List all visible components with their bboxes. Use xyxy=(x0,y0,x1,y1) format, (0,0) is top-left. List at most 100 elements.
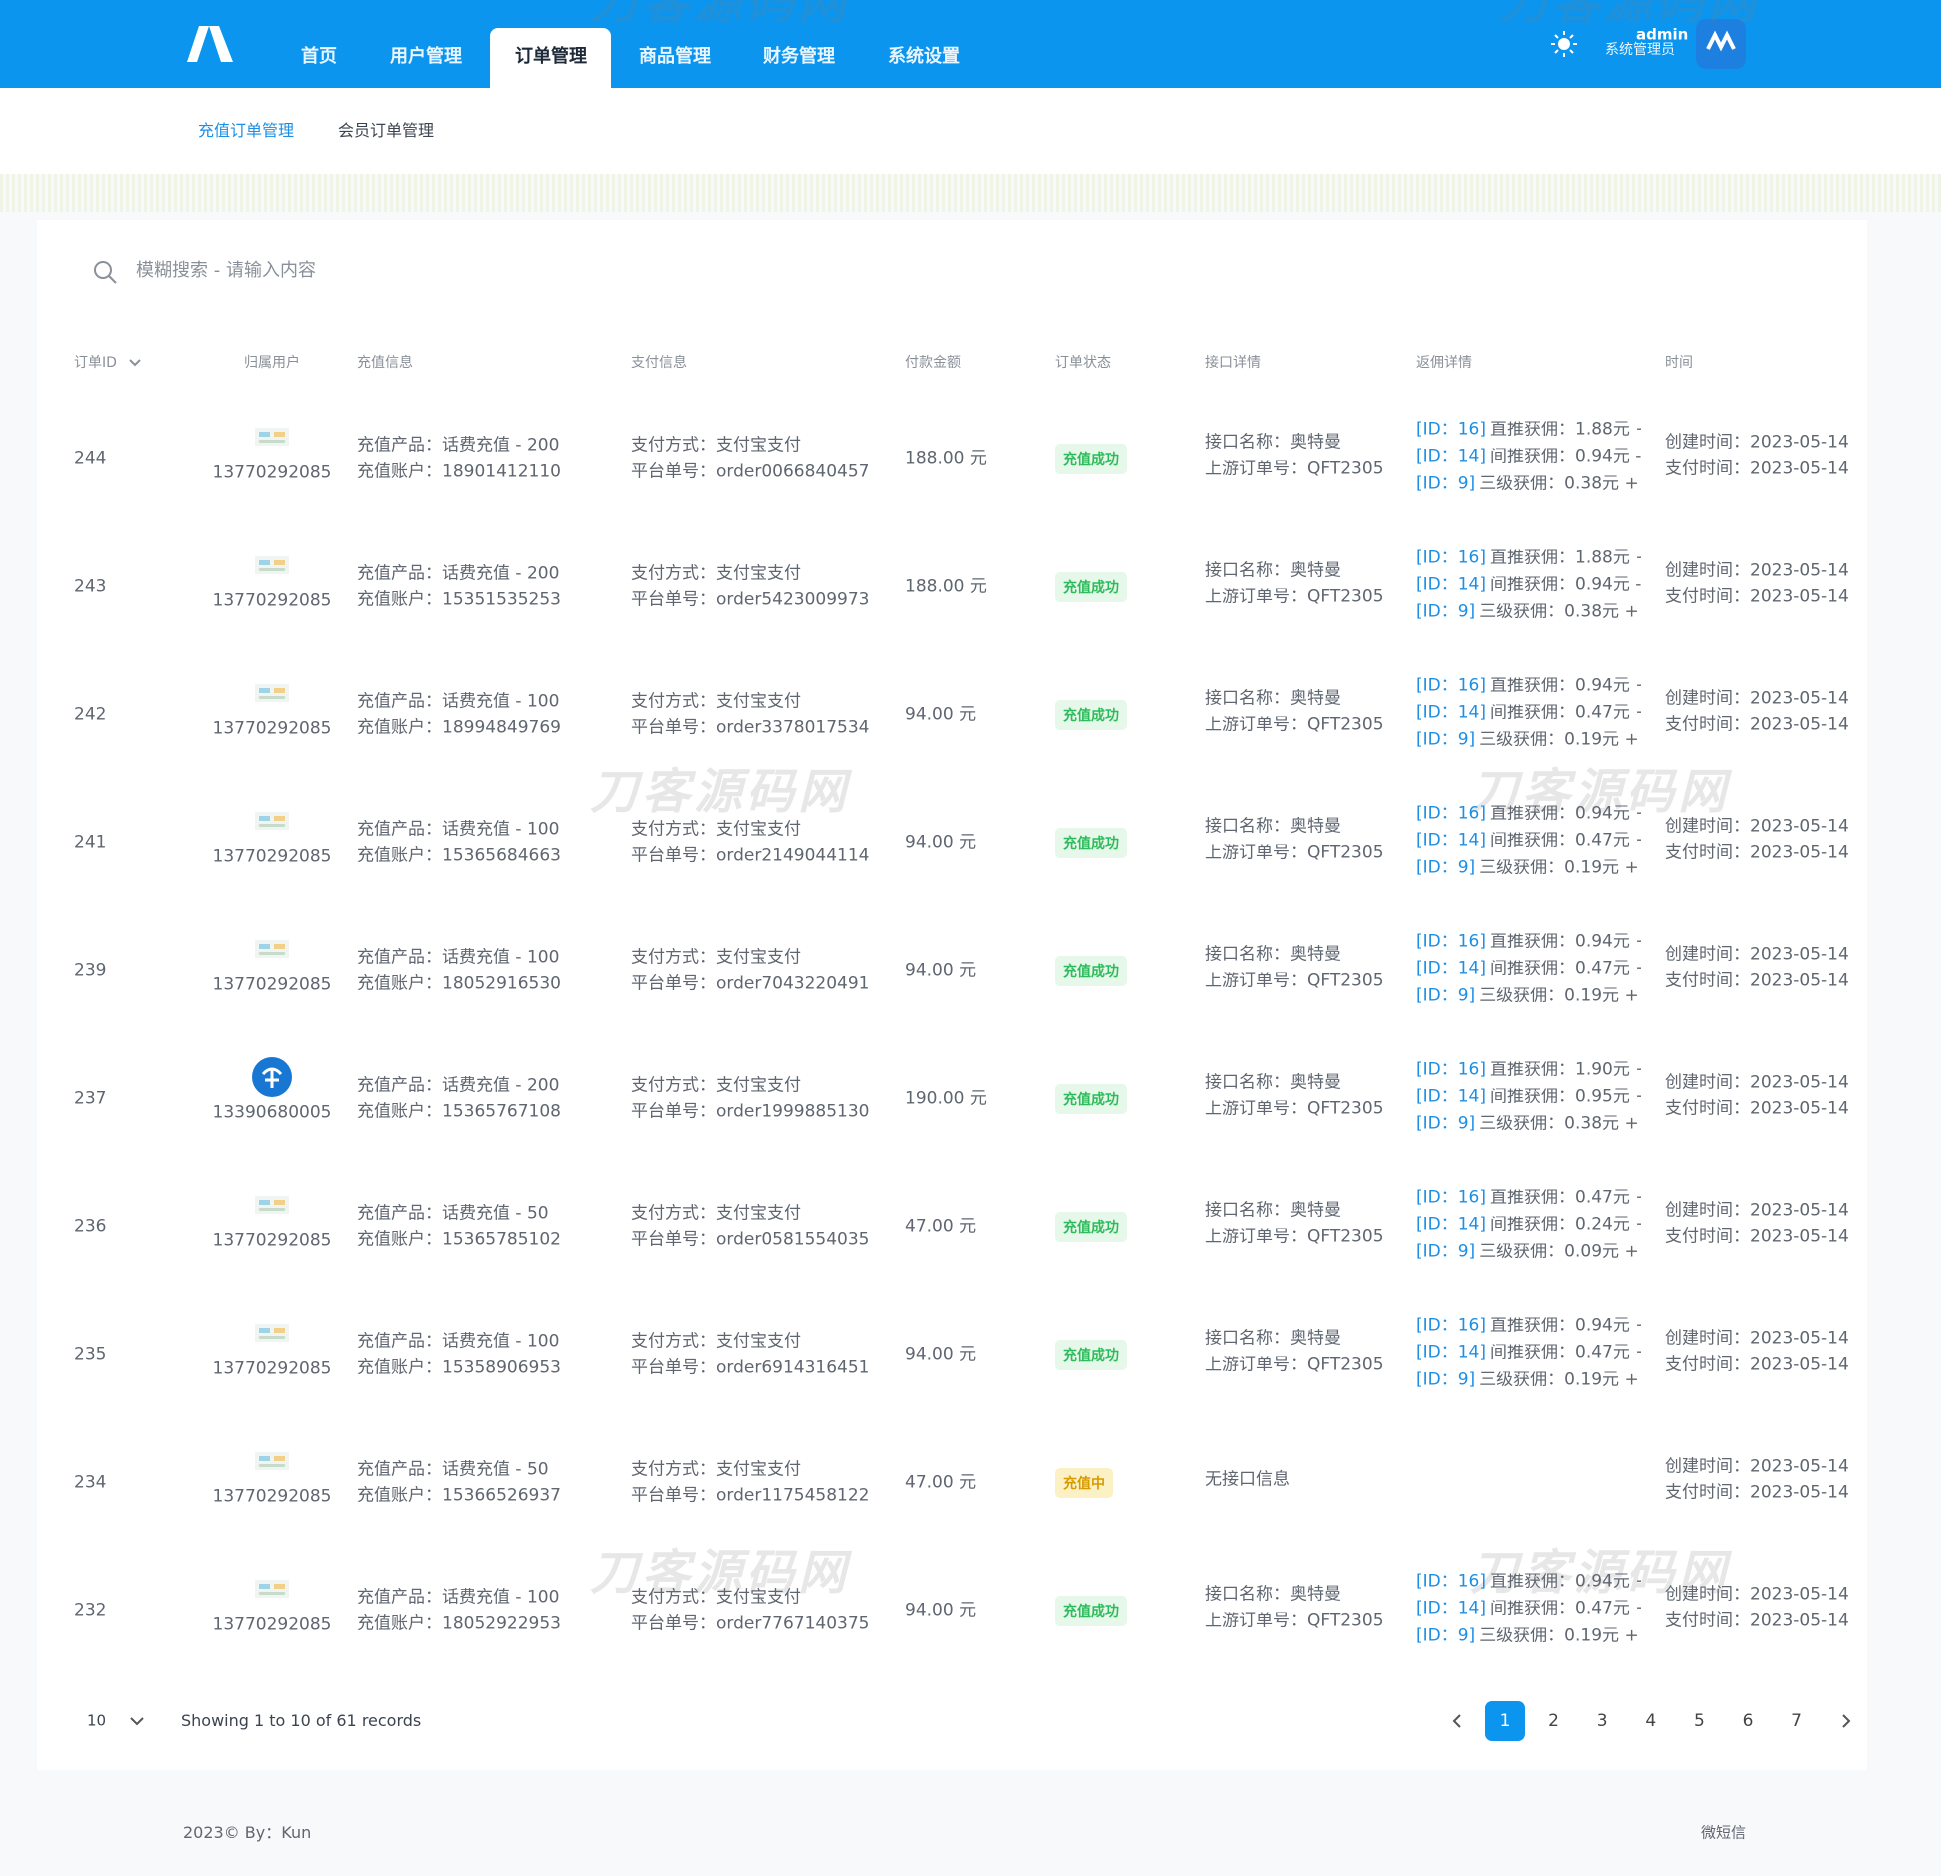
order-no: 平台单号：order7767140375 xyxy=(631,1615,870,1633)
created-time-part: 创建时间： xyxy=(1665,1072,1750,1093)
created-time: 创建时间：2023-05-14 xyxy=(1665,1202,1849,1220)
order-no-part: order6914316451 xyxy=(716,1357,870,1378)
page-button[interactable]: 6 xyxy=(1742,1711,1754,1731)
nav-item[interactable]: 用户管理 xyxy=(390,46,462,67)
subnav-item[interactable]: 会员订单管理 xyxy=(338,121,435,140)
order-no-part: 平台单号： xyxy=(631,1229,716,1250)
created-time: 创建时间：2023-05-14 xyxy=(1665,434,1849,452)
order-no: 平台单号：order2149044114 xyxy=(631,847,870,865)
paid-time-part: 支付时间： xyxy=(1665,842,1750,863)
account: 充值账户：15365684663 xyxy=(357,847,561,865)
created-time: 创建时间：2023-05-14 xyxy=(1665,946,1849,964)
pay-method-part: 支付宝支付 xyxy=(716,1459,801,1480)
api-name-part: 接口名称： xyxy=(1205,688,1290,709)
nav-item[interactable]: 系统设置 xyxy=(888,46,960,67)
pay-method: 支付方式：支付宝支付 xyxy=(631,1205,801,1223)
page-button[interactable]: 2 xyxy=(1548,1711,1559,1731)
product: 充值产品：话费充值 - 50 xyxy=(357,1461,549,1479)
search-input[interactable]: 模糊搜索 - 请输入内容 xyxy=(136,260,316,281)
page-button[interactable]: 1 xyxy=(1485,1701,1525,1741)
avatar[interactable] xyxy=(1696,19,1746,69)
theme-toggle[interactable] xyxy=(1550,30,1578,58)
commission-text: 直推获佣：1.90元 + xyxy=(1490,1061,1641,1079)
commission: [ID：9] 三级获佣：0.09元 + xyxy=(1416,1244,1639,1261)
product-part: 话费充值 - 100 xyxy=(442,1331,560,1352)
commission-id: [ID：14] xyxy=(1416,1216,1487,1234)
column-header[interactable]: 订单ID xyxy=(74,355,117,371)
commission: [ID：14] 间推获佣：0.47元 + xyxy=(1416,1601,1641,1618)
api-name-part: 接口名称： xyxy=(1205,1584,1290,1605)
product-part: 充值产品： xyxy=(357,947,442,968)
account: 充值账户：15358906953 xyxy=(357,1359,561,1377)
api-name-part: 接口名称： xyxy=(1205,1200,1290,1221)
commission: [ID：9] 三级获佣：0.19元 + xyxy=(1416,732,1639,749)
paid-time: 支付时间：2023-05-14 xyxy=(1665,1610,1849,1631)
user-avatar xyxy=(255,1452,289,1470)
commission: [ID：16] 直推获佣：0.47元 + xyxy=(1416,1190,1641,1207)
api-name: 接口名称：奥特曼 xyxy=(1205,944,1341,965)
account-part: 充值账户： xyxy=(357,1613,442,1634)
page-button[interactable]: 5 xyxy=(1693,1711,1705,1731)
nav-item[interactable]: 商品管理 xyxy=(639,46,711,67)
commission-id: [ID：14] xyxy=(1416,960,1487,978)
pay-method-part: 支付方式： xyxy=(631,691,716,712)
prev-page[interactable] xyxy=(1450,1713,1464,1729)
commission-id: [ID：16] xyxy=(1416,549,1487,567)
order-no-part: order5423009973 xyxy=(716,589,870,610)
account-part: 充值账户： xyxy=(357,461,442,482)
status-badge: 充值成功 xyxy=(1055,444,1127,474)
created-time-part: 2023-05-14 xyxy=(1750,1584,1849,1605)
next-page[interactable] xyxy=(1839,1713,1853,1729)
pay-method-part: 支付宝支付 xyxy=(716,819,801,840)
order-id: 235 xyxy=(74,1344,107,1365)
account-part: 18901412110 xyxy=(442,461,561,482)
status-badge: 充值成功 xyxy=(1055,828,1127,858)
commission: [ID：16] 直推获佣：0.94元 + xyxy=(1416,678,1641,695)
page-button[interactable]: 4 xyxy=(1645,1711,1657,1731)
page-button[interactable]: 3 xyxy=(1596,1711,1608,1731)
account-part: 15351535253 xyxy=(442,589,561,610)
paid-time-part: 2023-05-14 xyxy=(1750,1482,1849,1503)
created-time: 创建时间：2023-05-14 xyxy=(1665,690,1849,708)
status-badge: 充值成功 xyxy=(1055,1596,1127,1626)
commission-id: [ID：14] xyxy=(1416,704,1487,722)
subnav-item[interactable]: 充值订单管理 xyxy=(198,121,295,140)
api-name: 接口名称：奥特曼 xyxy=(1205,688,1341,709)
footer-link[interactable]: 微短信 xyxy=(1701,1823,1747,1842)
paid-time: 支付时间：2023-05-14 xyxy=(1665,460,1849,478)
page-button[interactable]: 7 xyxy=(1791,1711,1802,1731)
commission: [ID：9] 三级获佣：0.19元 + xyxy=(1416,1372,1639,1389)
user-role: 系统管理员 xyxy=(1605,42,1675,58)
commission-text: 三级获佣：0.19元 + xyxy=(1479,859,1639,877)
pay-method-part: 支付方式： xyxy=(631,563,716,584)
page-size[interactable]: 10 xyxy=(87,1711,107,1730)
commission-text: 三级获佣：0.38元 + xyxy=(1479,1115,1639,1133)
product-part: 充值产品： xyxy=(357,563,442,584)
page-size-chevron[interactable] xyxy=(129,1716,145,1726)
product-part: 充值产品： xyxy=(357,1075,442,1096)
product-part: 话费充值 - 100 xyxy=(442,691,560,712)
order-no: 平台单号：order1175458122 xyxy=(631,1487,870,1505)
api-name-part: 奥特曼 xyxy=(1290,944,1341,965)
order-id: 232 xyxy=(74,1600,107,1621)
upstream-no: 上游订单号：QFT2305 xyxy=(1205,717,1384,734)
search-icon xyxy=(94,261,117,284)
order-no-part: order7043220491 xyxy=(716,973,870,994)
account: 充值账户：15365785102 xyxy=(357,1231,561,1249)
paid-time: 支付时间：2023-05-14 xyxy=(1665,716,1849,734)
created-time-part: 创建时间： xyxy=(1665,816,1750,837)
pay-method-part: 支付宝支付 xyxy=(716,1587,801,1608)
commission: [ID：14] 间推获佣：0.24元 + xyxy=(1416,1217,1641,1234)
pay-method: 支付方式：支付宝支付 xyxy=(631,819,801,840)
pay-method-part: 支付方式： xyxy=(631,1075,716,1096)
commission-text: 间推获佣：0.94元 - xyxy=(1490,448,1641,466)
commission-text: 间推获佣：0.24元 + xyxy=(1490,1216,1641,1234)
commission-text: 三级获佣：0.19元 + xyxy=(1479,987,1639,1005)
nav-item[interactable]: 首页 xyxy=(301,46,337,67)
nav-item[interactable]: 订单管理 xyxy=(515,46,587,67)
paid-time-part: 支付时间： xyxy=(1665,1610,1750,1631)
sort-icon[interactable] xyxy=(128,358,142,368)
commission: [ID：9] 三级获佣：0.38元 + xyxy=(1416,476,1639,493)
nav-item[interactable]: 财务管理 xyxy=(763,46,835,67)
upstream-no-part: 上游订单号： xyxy=(1205,1356,1307,1374)
